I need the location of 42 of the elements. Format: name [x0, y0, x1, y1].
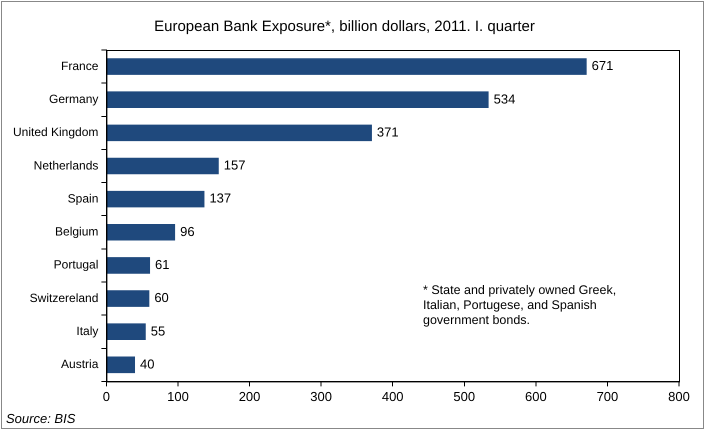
x-tick-label: 500 [453, 388, 476, 404]
data-label: 55 [150, 323, 166, 338]
y-tick-label: Italy [76, 324, 98, 338]
x-tick-label: 700 [596, 388, 618, 404]
annotation: * State and privately owned Greek, Italian, Portugese, and Spanish government bonds. [423, 283, 618, 328]
bar [106, 158, 219, 174]
y-tick-label: Switzereland [30, 290, 98, 305]
x-tick-label: 600 [524, 388, 547, 404]
y-tick-label: France [61, 58, 99, 73]
bar [106, 58, 587, 75]
data-label: 534 [494, 91, 516, 106]
x-tick-label: 800 [668, 388, 690, 404]
x-tick-label: 200 [238, 388, 260, 404]
data-label: 96 [180, 224, 195, 239]
y-tick-label: United Kingdom [12, 125, 98, 140]
data-label: 137 [209, 190, 232, 206]
y-tick-label: Portugal [54, 258, 98, 272]
data-label: 40 [140, 356, 154, 372]
bar [106, 124, 372, 142]
bar [106, 91, 489, 108]
source-note: Source: BIS [6, 411, 76, 426]
bar [106, 257, 150, 274]
data-label: 371 [376, 124, 399, 140]
y-tick-label: Germany [49, 92, 98, 106]
bar [106, 356, 136, 374]
bar [106, 190, 204, 208]
y-tick-label: Austria [61, 357, 99, 372]
x-tick-label: 300 [310, 388, 332, 404]
x-tick-label: 0 [102, 388, 110, 404]
bar [106, 290, 150, 307]
data-label: 671 [592, 58, 614, 74]
x-tick-label: 400 [382, 388, 404, 404]
bar [106, 323, 146, 340]
x-tick-label: 100 [167, 388, 189, 404]
y-tick-label: Netherlands [34, 158, 98, 172]
y-tick-label: Spain [68, 191, 98, 206]
data-label: 61 [155, 256, 170, 272]
data-label: 157 [224, 158, 246, 173]
chart-title: European Bank Exposure*, billion dollars, 2011. I. quarter [154, 18, 535, 36]
data-label: 60 [154, 290, 169, 306]
y-tick-label: Belgium [55, 224, 98, 239]
bar [106, 224, 176, 241]
